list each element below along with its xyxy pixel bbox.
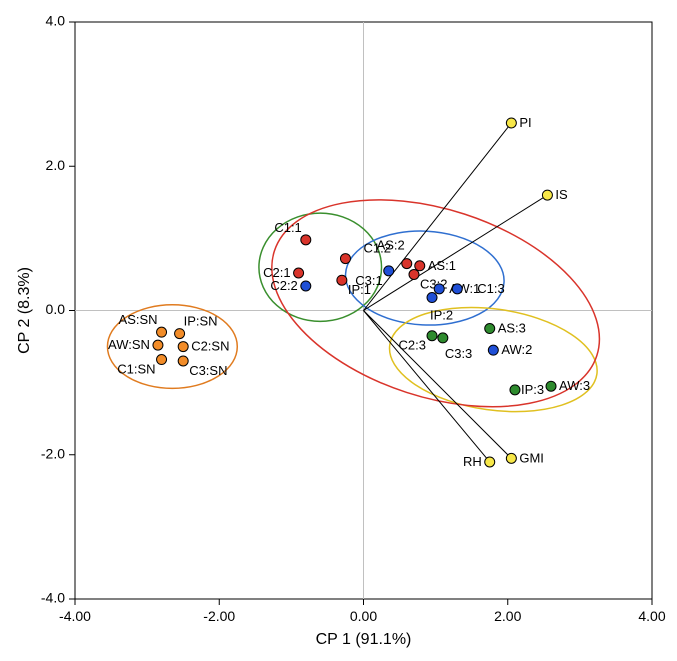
- point-label-AS:2: AS:2: [377, 238, 405, 253]
- vector-label-RH: RH: [463, 454, 482, 469]
- point-label-AS:SN: AS:SN: [119, 312, 158, 327]
- point-AW:SN: [153, 340, 163, 350]
- point-label-C2:SN: C2:SN: [191, 339, 229, 354]
- point-AS:1: [415, 261, 425, 271]
- x-tick-label: 0.00: [350, 608, 377, 624]
- x-tick-label: -2.00: [203, 608, 235, 624]
- point-label-C2:2: C2:2: [270, 278, 297, 293]
- x-axis-label: CP 1 (91.1%): [316, 631, 412, 648]
- point-C1:SN: [157, 355, 167, 365]
- point-C3:3: [438, 333, 448, 343]
- y-tick-label: 0.0: [46, 301, 66, 317]
- point-label-C1:SN: C1:SN: [117, 362, 155, 377]
- point-C2:2: [301, 281, 311, 291]
- y-tick-label: -2.0: [41, 445, 65, 461]
- y-tick-label: 2.0: [46, 157, 66, 173]
- x-tick-label: 4.00: [638, 608, 665, 624]
- point-label-C3:SN: C3:SN: [189, 363, 227, 378]
- point-C3:SN: [178, 356, 188, 366]
- point-label-AS:3: AS:3: [498, 321, 526, 336]
- vector-marker-GMI: [506, 453, 516, 463]
- point-IP:SN: [175, 329, 185, 339]
- point-AS:2: [402, 259, 412, 269]
- point-IP:2: [427, 293, 437, 303]
- point-label-AW:2: AW:2: [501, 342, 532, 357]
- yellow-ellipse: [383, 295, 604, 424]
- point-label-C2:3: C2:3: [399, 338, 426, 353]
- point-label-C1:3: C1:3: [477, 281, 504, 296]
- vector-marker-IS: [542, 190, 552, 200]
- x-tick-label: 2.00: [494, 608, 521, 624]
- point-C3:2: [409, 269, 419, 279]
- y-tick-label: 4.0: [46, 13, 66, 29]
- point-C2:SN: [178, 342, 188, 352]
- y-tick-label: -4.0: [41, 590, 65, 606]
- vector-label-PI: PI: [519, 115, 531, 130]
- point-AS:3: [485, 324, 495, 334]
- point-label-AS:1: AS:1: [428, 258, 456, 273]
- point-C1:2: [340, 254, 350, 264]
- point-C2:1: [294, 268, 304, 278]
- vector-label-GMI: GMI: [519, 450, 544, 465]
- point-label-IP:3: IP:3: [521, 382, 544, 397]
- point-label-C1:1: C1:1: [274, 220, 301, 235]
- point-IP:1: [337, 275, 347, 285]
- point-label-C3:1: C3:1: [355, 273, 382, 288]
- point-label-C3:3: C3:3: [445, 346, 472, 361]
- point-label-AW:3: AW:3: [559, 378, 590, 393]
- point-label-IP:2: IP:2: [430, 308, 453, 323]
- point-AW:1: [434, 284, 444, 294]
- vector-RH: [364, 311, 490, 462]
- point-AW:2: [488, 345, 498, 355]
- point-C1:1: [301, 235, 311, 245]
- point-C2:3: [427, 331, 437, 341]
- pca-biplot: { "chart": { "type": "scatter-biplot", "…: [0, 0, 677, 661]
- vector-marker-RH: [485, 457, 495, 467]
- x-tick-label: -4.00: [59, 608, 91, 624]
- point-C1:3: [452, 284, 462, 294]
- y-axis-label: CP 2 (8.3%): [16, 267, 33, 354]
- vector-marker-PI: [506, 118, 516, 128]
- point-label-AW:SN: AW:SN: [108, 337, 150, 352]
- chart-svg: -4.00 -2.00 0.00 2.00 4.00 -4.0 -2.0 0.0 2.0 4.0 C…: [0, 0, 677, 661]
- point-AW:3: [546, 381, 556, 391]
- vector-label-IS: IS: [555, 187, 568, 202]
- point-C3:1: [384, 266, 394, 276]
- point-label-IP:SN: IP:SN: [184, 314, 218, 329]
- point-AS:SN: [157, 327, 167, 337]
- point-IP:3: [510, 385, 520, 395]
